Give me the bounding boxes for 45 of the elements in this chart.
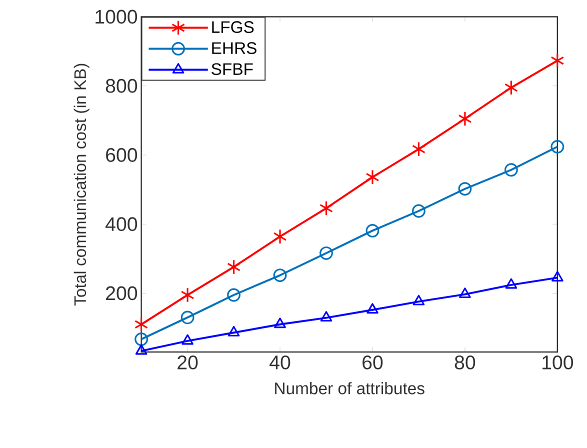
point xyxy=(180,310,194,324)
point xyxy=(412,204,426,218)
y-tick-label: 400 xyxy=(106,217,138,232)
x-tick-label: 20 xyxy=(178,356,198,370)
point xyxy=(273,268,287,282)
point xyxy=(412,142,426,157)
point xyxy=(505,278,518,289)
y-axis-title: Total communication cost (in KB) xyxy=(74,64,90,306)
x-axis-title: Number of attributes xyxy=(275,382,424,394)
point xyxy=(552,271,564,282)
y-tick-label: 800 xyxy=(106,79,138,93)
x-tick-label: 60 xyxy=(362,356,383,370)
point xyxy=(366,170,380,185)
y-tick-label: 600 xyxy=(106,148,138,162)
y-tick-label: 1000 xyxy=(96,10,138,24)
x-tick-label: 80 xyxy=(454,356,476,370)
point xyxy=(274,318,286,328)
point xyxy=(550,53,564,69)
point xyxy=(320,311,332,322)
y-tick-label: 200 xyxy=(106,286,138,300)
point xyxy=(320,246,333,260)
point xyxy=(273,229,287,244)
point xyxy=(458,182,472,196)
point xyxy=(134,332,148,346)
point xyxy=(180,287,194,303)
legend-label: LFGS xyxy=(212,21,254,34)
point xyxy=(182,334,194,345)
point xyxy=(319,200,334,216)
point xyxy=(228,326,240,337)
point xyxy=(504,163,518,177)
legend-label: EHRS xyxy=(212,42,256,54)
legend-label: SFBF xyxy=(212,63,253,76)
point xyxy=(550,140,564,154)
x-tick-label: 40 xyxy=(270,356,290,370)
point xyxy=(459,288,471,298)
point xyxy=(366,224,380,238)
point xyxy=(135,344,148,355)
point xyxy=(412,295,425,306)
point xyxy=(134,316,148,332)
point xyxy=(366,303,378,314)
point xyxy=(227,288,240,302)
point xyxy=(504,80,518,96)
x-tick-label: 100 xyxy=(542,356,574,370)
point xyxy=(227,259,241,275)
point xyxy=(458,111,472,127)
